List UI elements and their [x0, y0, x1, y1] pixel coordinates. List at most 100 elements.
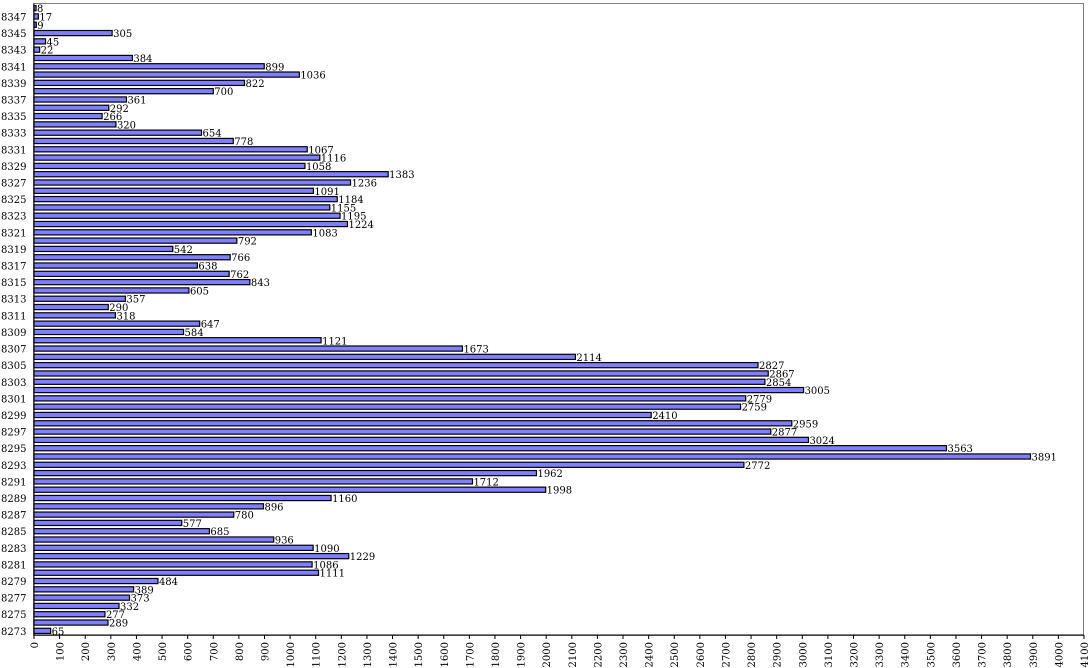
bar-8293 [33, 461, 745, 468]
bar-8296 [33, 436, 810, 444]
value-label-8284: 936 [275, 536, 294, 547]
category-label-8329: 8329 [1, 162, 26, 173]
x-tick-label-3300: 3300 [875, 642, 886, 667]
x-tick-label-2800: 2800 [747, 642, 758, 667]
value-label-8325: 1184 [338, 195, 363, 206]
value-label-8293: 2772 [745, 461, 770, 472]
bar-8323 [33, 212, 341, 219]
x-tick-label-300: 300 [107, 642, 118, 661]
value-label-8335: 266 [103, 112, 122, 123]
x-tick-label-4000: 4000 [1054, 642, 1065, 667]
value-label-8292: 1962 [537, 469, 562, 480]
value-label-8290: 1998 [547, 486, 572, 497]
bar-8275 [33, 611, 106, 618]
value-label-8299: 2410 [652, 411, 677, 422]
category-label-8339: 8339 [1, 79, 26, 90]
category-label-8291: 8291 [1, 477, 26, 488]
x-tick-label-2400: 2400 [645, 642, 656, 667]
x-tick-label-3600: 3600 [952, 642, 963, 667]
value-label-8309: 584 [185, 328, 204, 339]
value-label-8301: 2779 [747, 394, 772, 405]
value-label-8336: 292 [110, 104, 129, 115]
category-label-8341: 8341 [1, 62, 26, 73]
bar-8313 [33, 295, 127, 302]
value-label-8320: 792 [238, 237, 257, 248]
value-label-8283: 1090 [314, 544, 339, 555]
value-label-8273: 65 [52, 627, 65, 638]
category-label-8283: 8283 [1, 544, 26, 555]
bar-8322 [33, 220, 349, 228]
bar-8320 [33, 237, 238, 244]
bar-8289 [33, 494, 332, 502]
bar-8292 [33, 469, 538, 477]
bar-8314 [33, 287, 190, 294]
category-label-8301: 8301 [1, 394, 26, 405]
x-tick-label-1500: 1500 [414, 642, 425, 667]
x-tick-label-2000: 2000 [542, 642, 553, 667]
value-label-8338: 700 [214, 87, 233, 98]
value-label-8326: 1091 [314, 187, 339, 198]
x-tick-label-2100: 2100 [568, 642, 579, 667]
bar-8300 [33, 403, 742, 410]
category-label-8311: 8311 [1, 311, 26, 322]
x-tick-label-1000: 1000 [286, 642, 297, 667]
bar-8331 [33, 146, 308, 153]
category-label-8323: 8323 [1, 212, 26, 223]
value-label-8291: 1712 [473, 477, 498, 488]
x-tick-label-3100: 3100 [824, 642, 835, 667]
bar-8344 [33, 38, 47, 45]
category-label-8321: 8321 [1, 228, 26, 239]
value-label-8294: 3891 [1031, 452, 1056, 463]
category-label-8337: 8337 [1, 95, 26, 106]
bar-8312 [33, 303, 109, 311]
bar-8345 [33, 29, 113, 37]
bar-8337 [33, 96, 128, 103]
x-tick-label-100: 100 [56, 642, 67, 661]
bar-8311 [33, 312, 117, 319]
value-label-8323: 1195 [341, 212, 366, 223]
value-label-8329: 1058 [306, 162, 331, 173]
x-tick-label-1300: 1300 [363, 642, 374, 667]
value-label-8281: 1086 [313, 560, 338, 571]
bar-8325 [33, 195, 338, 203]
x-tick-label-3400: 3400 [901, 642, 912, 667]
category-label-8343: 8343 [1, 46, 26, 57]
x-tick-label-2600: 2600 [696, 642, 707, 667]
bar-8343 [33, 46, 41, 53]
x-tick-label-4100: 4100 [1080, 642, 1088, 667]
x-tick-label-2500: 2500 [670, 642, 681, 667]
bar-8283 [33, 544, 314, 552]
value-label-8304: 2867 [769, 369, 794, 380]
value-label-8317: 638 [198, 262, 217, 273]
value-label-8300: 2759 [742, 403, 767, 414]
value-label-8314: 605 [190, 286, 209, 297]
x-tick-label-1400: 1400 [389, 642, 400, 667]
value-label-8310: 647 [201, 320, 220, 331]
value-label-8286: 577 [183, 519, 202, 530]
category-label-8319: 8319 [1, 245, 26, 256]
bar-8278 [33, 586, 135, 593]
bar-8336 [33, 104, 110, 111]
x-tick-label-2300: 2300 [619, 642, 630, 667]
bar-8340 [33, 71, 300, 78]
x-tick-label-1800: 1800 [491, 642, 502, 667]
bar-8317 [33, 262, 198, 269]
value-label-8278: 389 [135, 585, 154, 596]
x-tick-label-800: 800 [235, 642, 246, 661]
x-tick-label-600: 600 [184, 642, 195, 661]
bar-8290 [33, 486, 547, 493]
category-label-8293: 8293 [1, 461, 26, 472]
value-label-8298: 2959 [793, 419, 818, 430]
x-tick-label-3900: 3900 [1029, 642, 1040, 667]
value-label-8282: 1229 [350, 552, 375, 563]
value-label-8307: 1673 [463, 345, 488, 356]
bar-8321 [33, 229, 312, 236]
value-label-8318: 766 [231, 253, 250, 264]
value-label-8287: 780 [235, 511, 254, 522]
category-label-8289: 8289 [1, 494, 26, 505]
value-label-8311: 318 [116, 311, 135, 322]
value-label-8296: 3024 [809, 436, 834, 447]
value-label-8347: 17 [39, 12, 52, 23]
category-label-8333: 8333 [1, 129, 26, 140]
